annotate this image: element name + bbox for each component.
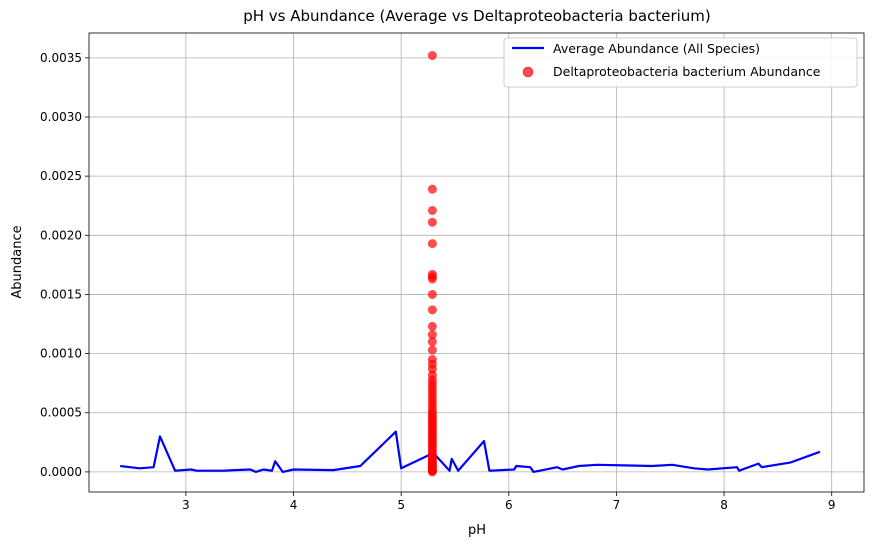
plot-area-frame [88,32,865,493]
legend-marker-swatch [522,66,534,78]
legend: Average Abundance (All Species) Deltapro… [503,37,858,88]
deltaproteobacteria-point [427,274,437,284]
y-tick-label: 0.0020 [40,228,82,242]
x-tick-label: 8 [720,498,728,512]
grid [89,33,864,492]
y-tick-label: 0.0030 [40,110,82,124]
y-axis-label: Abundance [10,225,25,298]
x-tick-label: 9 [828,498,836,512]
legend-label-deltaproteobacteria: Deltaproteobacteria bacterium Abundance [553,64,821,79]
x-tick-label: 7 [613,498,621,512]
y-tick-label: 0.0025 [40,169,82,183]
deltaproteobacteria-point [427,239,437,249]
y-tick-label: 0.0000 [40,465,82,479]
average-abundance-line [120,430,821,473]
deltaproteobacteria-point [427,217,437,227]
y-tick-label: 0.0035 [40,51,82,65]
deltaproteobacteria-point [427,345,437,355]
legend-label-average: Average Abundance (All Species) [553,41,760,56]
y-tick-label: 0.0010 [40,347,82,361]
deltaproteobacteria-point [427,205,437,215]
deltaproteobacteria-point [427,321,437,331]
deltaproteobacteria-point [427,289,437,299]
x-tick-label: 4 [290,498,298,512]
x-tick-label: 5 [397,498,405,512]
deltaproteobacteria-point [427,330,437,340]
y-tick-label: 0.0015 [40,287,82,301]
x-tick-label: 3 [182,498,190,512]
deltaproteobacteria-point [427,50,437,60]
chart-title: pH vs Abundance (Average vs Deltaproteob… [243,7,711,25]
x-axis-label: pH [468,523,486,538]
x-tick-label: 6 [505,498,513,512]
deltaproteobacteria-point [427,337,437,347]
deltaproteobacteria-point [427,184,437,194]
deltaproteobacteria-point [427,467,437,477]
y-tick-label: 0.0005 [40,406,82,420]
deltaproteobacteria-point [427,305,437,315]
legend-box [503,37,858,88]
plot-series [120,50,821,477]
axis-ticks: 3 4 5 6 7 8 9 0.0000 0.0005 0.0010 0.0015 0.0020 0.0… [40,51,836,512]
